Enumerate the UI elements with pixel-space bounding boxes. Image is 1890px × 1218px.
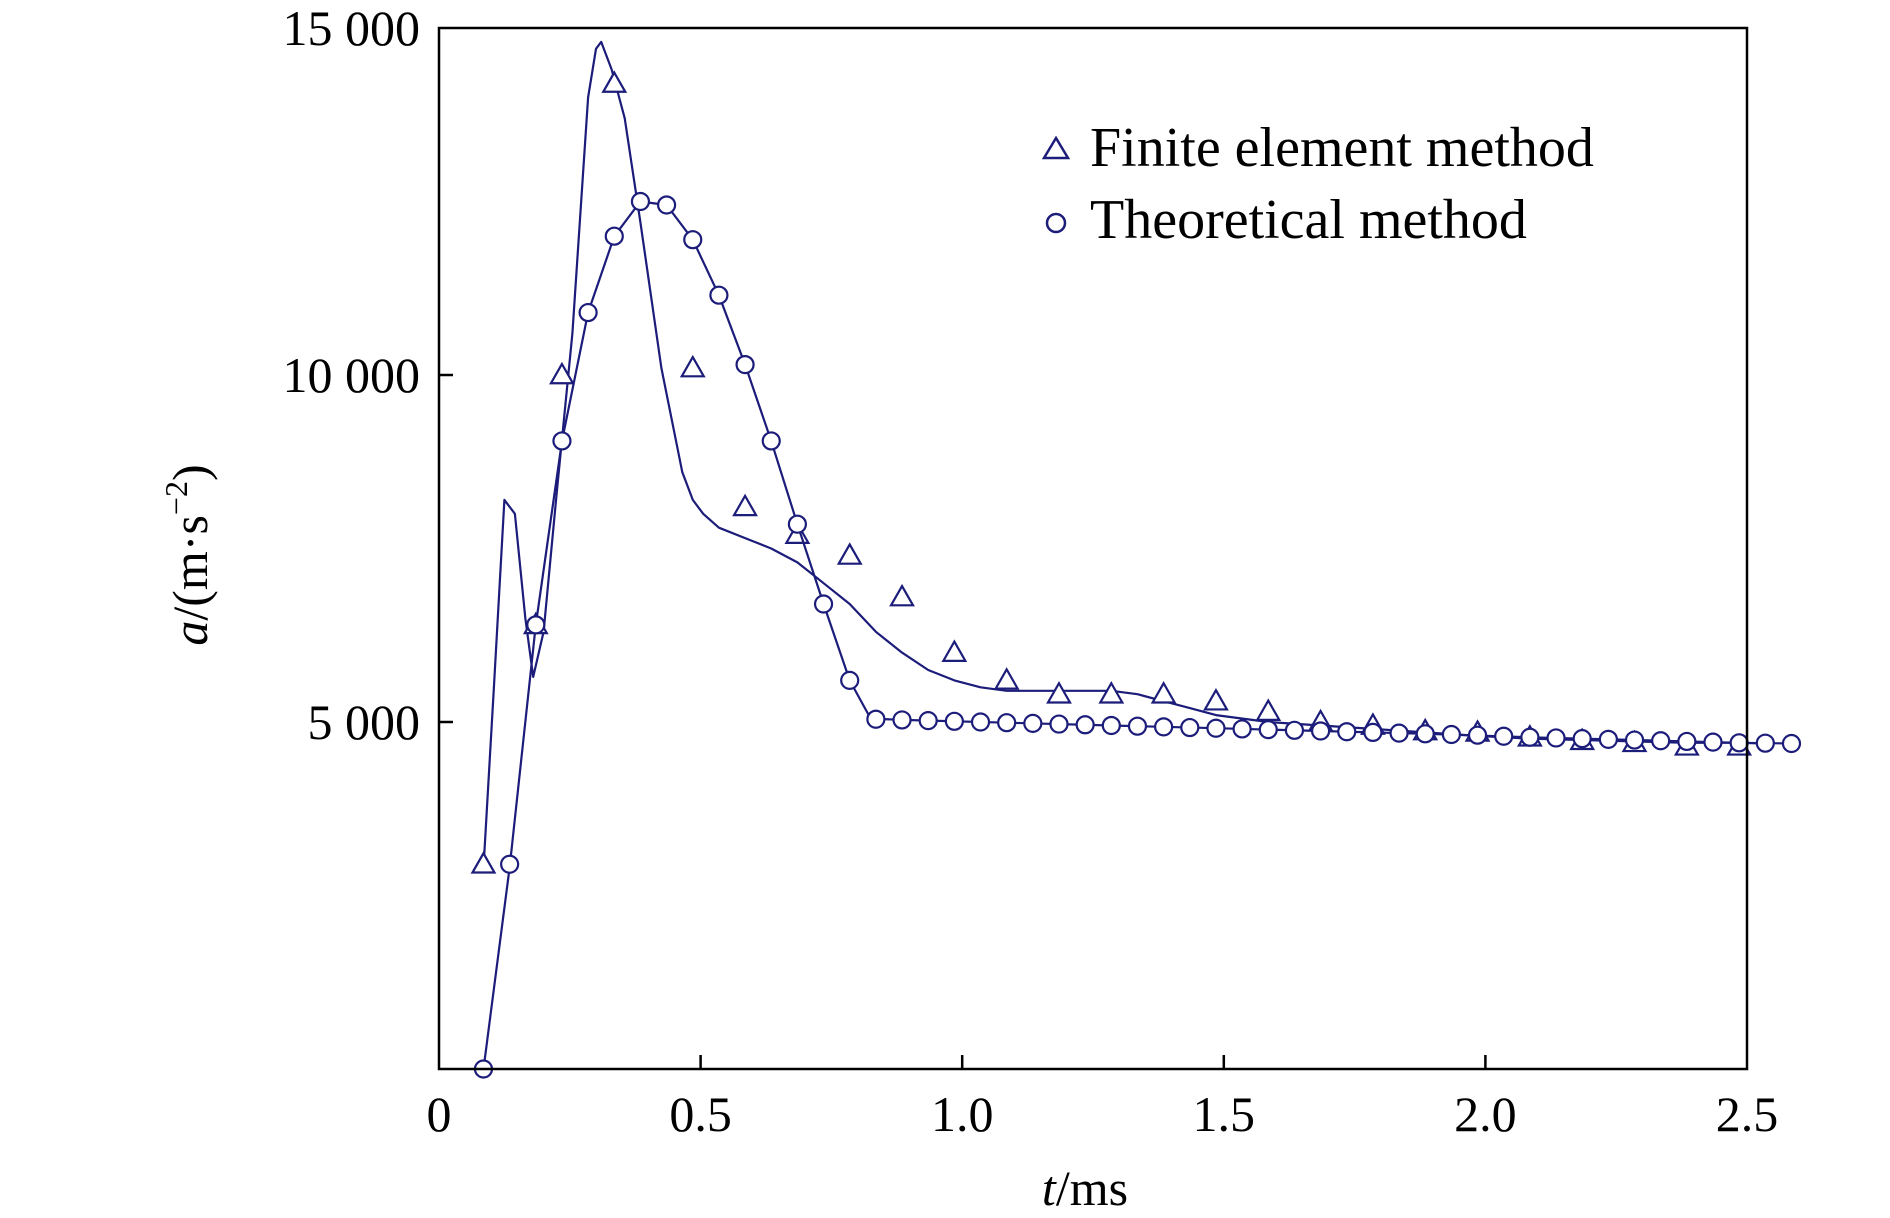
data-point-circle: [1677, 731, 1697, 752]
legend-circle-marker: [1045, 212, 1067, 234]
x-axis-unit: /ms: [1056, 1160, 1128, 1216]
x-tick-label: 2.0: [1454, 1086, 1517, 1142]
data-point-triangle: [679, 354, 706, 378]
x-tick-label: 2.5: [1716, 1086, 1779, 1142]
data-point-circle: [1598, 729, 1618, 749]
data-point-circle: [761, 431, 781, 451]
data-point-circle: [1415, 724, 1435, 744]
data-point-triangle: [889, 583, 915, 607]
data-point-circle: [1284, 720, 1305, 740]
data-point-circle: [735, 354, 755, 375]
data-point-circle: [866, 709, 886, 729]
data-point-triangle: [941, 639, 968, 662]
data-point-circle: [1572, 729, 1592, 749]
legend-label-theoretical-method: Theoretical method: [1090, 189, 1527, 251]
data-point-circle: [1023, 713, 1043, 733]
series-theoretical-method: [473, 191, 1802, 1079]
data-point-triangle: [1046, 681, 1072, 704]
data-point-circle: [1781, 733, 1802, 754]
data-point-circle: [970, 712, 991, 732]
legend-label-finite-element-method: Finite element method: [1090, 117, 1594, 179]
data-point-circle: [892, 710, 912, 730]
data-point-circle: [840, 670, 860, 690]
data-point-circle: [1258, 720, 1278, 740]
data-point-circle: [1755, 733, 1775, 753]
data-point-circle: [578, 302, 598, 323]
data-point-circle: [1389, 723, 1409, 743]
data-point-triangle: [1098, 681, 1125, 704]
y-axis-var: a: [162, 621, 218, 646]
data-point-circle: [526, 615, 546, 635]
data-point-triangle: [993, 667, 1020, 690]
data-point-circle: [1729, 733, 1749, 753]
legend-triangle-marker: [1041, 135, 1071, 160]
data-point-circle: [552, 431, 572, 451]
data-point-circle: [1441, 724, 1461, 745]
data-point-circle: [944, 711, 964, 731]
data-point-circle: [1127, 716, 1148, 736]
y-tick-label: 10 000: [283, 347, 421, 403]
data-point-triangle: [836, 542, 863, 565]
data-point-triangle: [1255, 698, 1282, 721]
data-point-circle: [1494, 726, 1514, 746]
data-point-circle: [656, 195, 677, 215]
x-tick-label: 0.5: [669, 1086, 732, 1142]
x-tick-label: 0: [427, 1086, 452, 1142]
series-layer: [470, 40, 1802, 1079]
x-axis-label: t/ms: [1042, 1160, 1128, 1216]
data-point-circle: [1154, 717, 1174, 737]
data-point-circle: [1337, 722, 1357, 742]
y-tick-label: 15 000: [283, 0, 421, 56]
legend: Finite element method Theoretical method: [1041, 117, 1594, 251]
data-point-circle: [1075, 715, 1095, 735]
y-axis-unit-close: ): [162, 464, 218, 481]
data-point-circle: [1651, 731, 1671, 751]
data-point-circle: [997, 713, 1017, 733]
data-point-triangle: [601, 70, 628, 93]
data-point-circle: [1206, 718, 1226, 738]
data-point-triangle: [470, 851, 497, 874]
x-tick-label: 1.0: [931, 1086, 994, 1142]
data-point-circle: [1363, 722, 1383, 743]
tick-layer: 0 0.5 1.0 1.5 2.0 2.5 5 000 10 000 15 000: [283, 0, 1779, 1142]
data-point-circle: [918, 711, 938, 731]
data-point-circle: [1049, 714, 1069, 734]
data-point-circle: [813, 594, 834, 614]
plot-frame: [437, 26, 1749, 1071]
data-point-triangle: [732, 493, 758, 517]
data-point-triangle: [1203, 687, 1229, 711]
y-axis-unit-open: /(m·s: [162, 515, 218, 621]
data-point-circle: [1624, 730, 1645, 750]
y-axis-label: a/(m·s−2): [158, 464, 218, 645]
data-point-circle: [709, 285, 729, 305]
data-point-circle: [1310, 721, 1331, 741]
data-point-circle: [1703, 732, 1723, 752]
data-point-circle: [1546, 728, 1566, 748]
data-point-circle: [787, 514, 807, 534]
data-point-circle: [1101, 715, 1121, 736]
data-point-circle: [1520, 727, 1540, 747]
data-point-circle: [500, 854, 520, 874]
x-tick-label: 1.5: [1193, 1086, 1256, 1142]
data-point-circle: [1467, 725, 1488, 745]
data-point-triangle: [549, 361, 575, 385]
data-point-circle: [604, 226, 624, 246]
data-point-circle: [1232, 719, 1252, 739]
y-axis-unit-exponent: −2: [158, 481, 194, 515]
x-axis-var: t: [1042, 1160, 1057, 1216]
data-point-circle: [683, 230, 703, 250]
data-point-circle: [630, 191, 651, 212]
data-point-circle: [1180, 717, 1200, 738]
y-tick-label: 5 000: [308, 694, 421, 750]
data-point-triangle: [1150, 681, 1177, 704]
